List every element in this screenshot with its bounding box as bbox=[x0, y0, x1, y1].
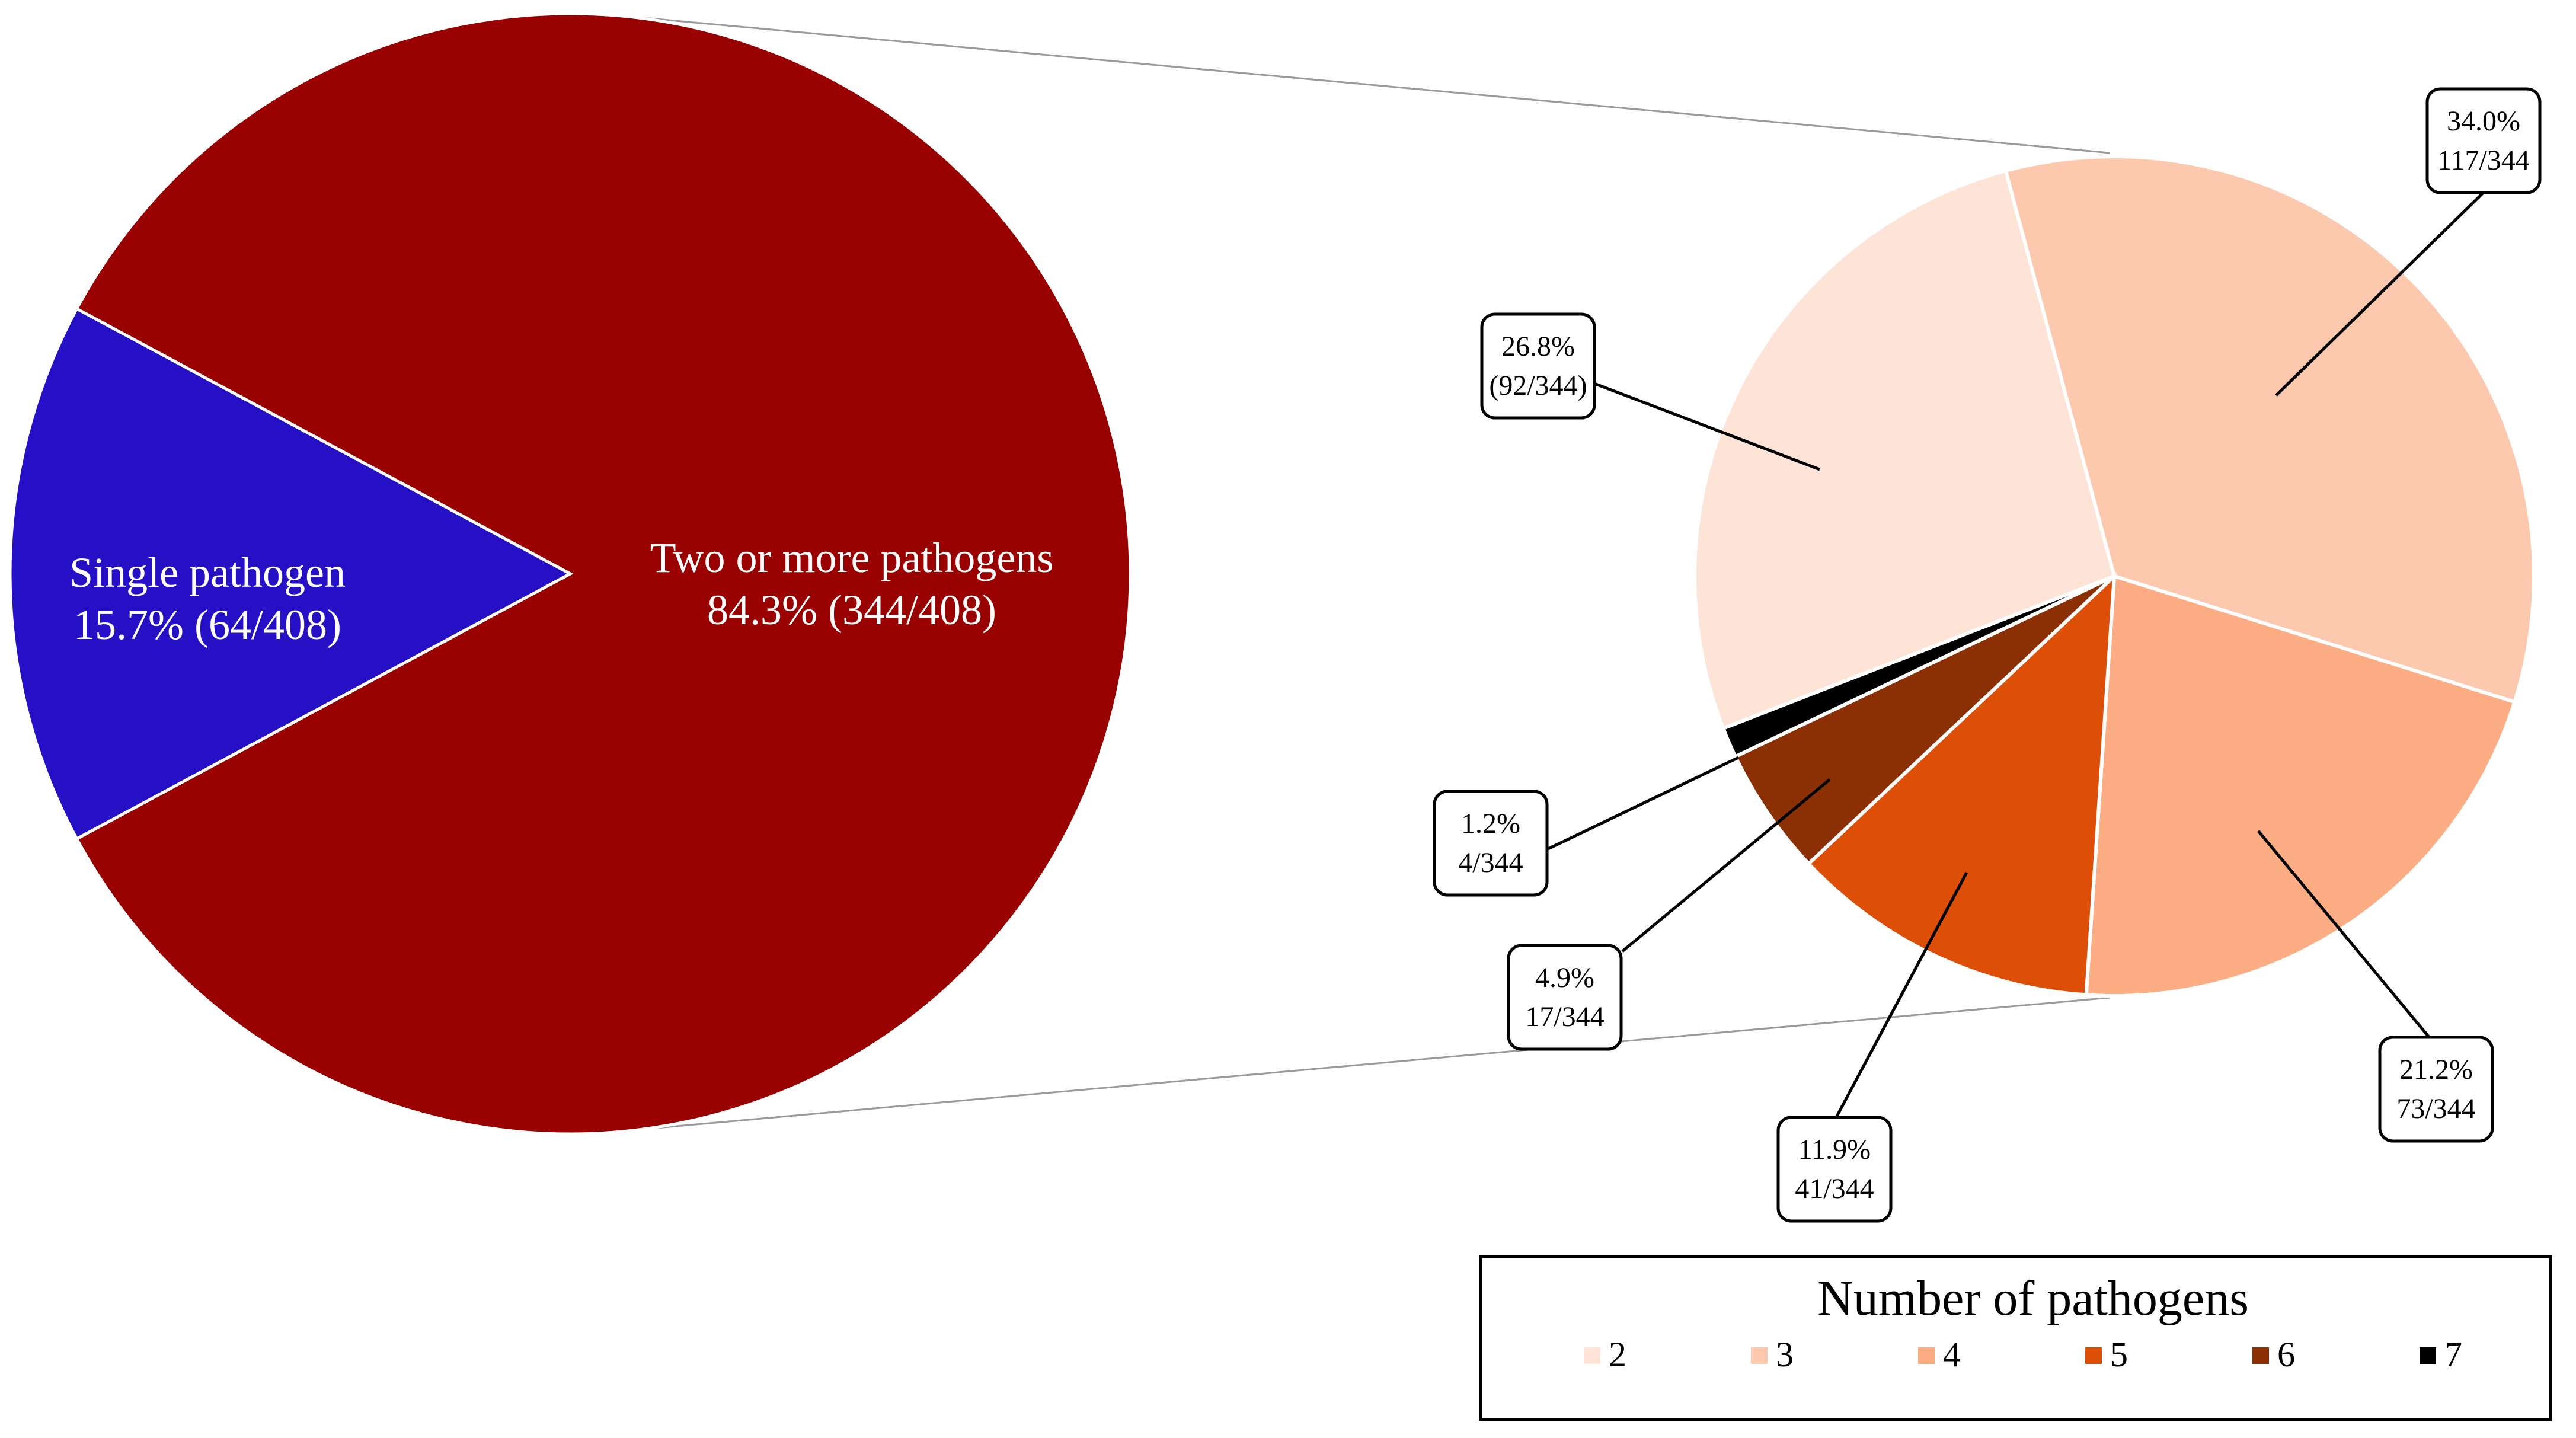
legend-swatch-6 bbox=[2252, 1347, 2269, 1364]
callout-count-2: (92/344) bbox=[1489, 370, 1587, 401]
sub-slice-6 bbox=[1733, 574, 2116, 867]
legend: Number of pathogens 2 3 4 5 6 7 bbox=[1479, 1255, 2552, 1421]
legend-box bbox=[1479, 1255, 2552, 1421]
callout-box-6 bbox=[1507, 944, 1623, 1051]
callout-box-5 bbox=[1776, 1116, 1893, 1223]
sub-slice-3 bbox=[2003, 155, 2536, 704]
legend-label-4: 4 bbox=[1943, 1335, 1961, 1374]
legend-swatch-5 bbox=[2085, 1347, 2102, 1364]
callout-box-4 bbox=[2378, 1036, 2494, 1143]
main-label-single-name: Single pathogen bbox=[69, 549, 346, 596]
callout-count-7: 4/344 bbox=[1458, 847, 1523, 878]
main-label-single-value: 15.7% (64/408) bbox=[73, 601, 341, 648]
legend-swatch-2 bbox=[1584, 1347, 1600, 1364]
main-slice-two-or-more bbox=[75, 12, 1132, 1136]
callout-percent-4: 21.2% bbox=[2399, 1054, 2473, 1085]
legend-label-2: 2 bbox=[1609, 1335, 1626, 1374]
callout-percent-2: 26.8% bbox=[1501, 331, 1575, 362]
callout-count-4: 73/344 bbox=[2396, 1093, 2475, 1124]
callout-box-7 bbox=[1433, 790, 1549, 897]
callout-count-5: 41/344 bbox=[1795, 1173, 1874, 1204]
legend-label-3: 3 bbox=[1776, 1335, 1794, 1374]
sub-slice-7 bbox=[1721, 574, 2115, 759]
callout-percent-5: 11.9% bbox=[1798, 1134, 1871, 1165]
callout-line-7 bbox=[1547, 756, 1740, 851]
callout-line-6 bbox=[1621, 778, 1831, 953]
sub-pie-labels: 26.8% (92/344) 34.0% 117/344 21.2% 73/344 11.9… bbox=[1433, 87, 2542, 1223]
legend-label-5: 5 bbox=[2110, 1335, 2128, 1374]
legend-label-7: 7 bbox=[2444, 1335, 2462, 1374]
connector-line-bottom bbox=[643, 996, 2111, 1130]
callout-count-6: 17/344 bbox=[1525, 1001, 1604, 1033]
callout-percent-3: 34.0% bbox=[2447, 106, 2520, 137]
legend-swatch-3 bbox=[1751, 1347, 1768, 1364]
legend-swatch-4 bbox=[1918, 1347, 1935, 1364]
sub-pie bbox=[1693, 155, 2536, 998]
legend-swatch-7 bbox=[2420, 1347, 2436, 1364]
callout-percent-6: 4.9% bbox=[1535, 962, 1594, 993]
callout-box-3 bbox=[2425, 87, 2542, 194]
main-label-multi-value: 84.3% (344/408) bbox=[707, 586, 996, 634]
sub-slice-5 bbox=[1806, 571, 2117, 997]
legend-title: Number of pathogens bbox=[1817, 1271, 2249, 1326]
sub-slice-4 bbox=[2084, 573, 2517, 998]
legend-items: 2 3 4 5 6 7 bbox=[1584, 1335, 2462, 1374]
callout-box-2 bbox=[1480, 312, 1596, 420]
callout-line-5 bbox=[1834, 871, 1968, 1119]
callout-line-4 bbox=[2257, 830, 2431, 1040]
connector-line-top bbox=[643, 17, 2111, 154]
callout-line-3 bbox=[2275, 183, 2494, 397]
main-pie bbox=[8, 12, 1132, 1136]
legend-label-6: 6 bbox=[2277, 1335, 2295, 1374]
sub-slice-2 bbox=[1693, 168, 2117, 731]
callout-count-3: 117/344 bbox=[2437, 145, 2530, 176]
main-slice-single bbox=[8, 306, 574, 841]
main-label-multi-name: Two or more pathogens bbox=[650, 534, 1054, 581]
callout-percent-7: 1.2% bbox=[1461, 808, 1520, 839]
